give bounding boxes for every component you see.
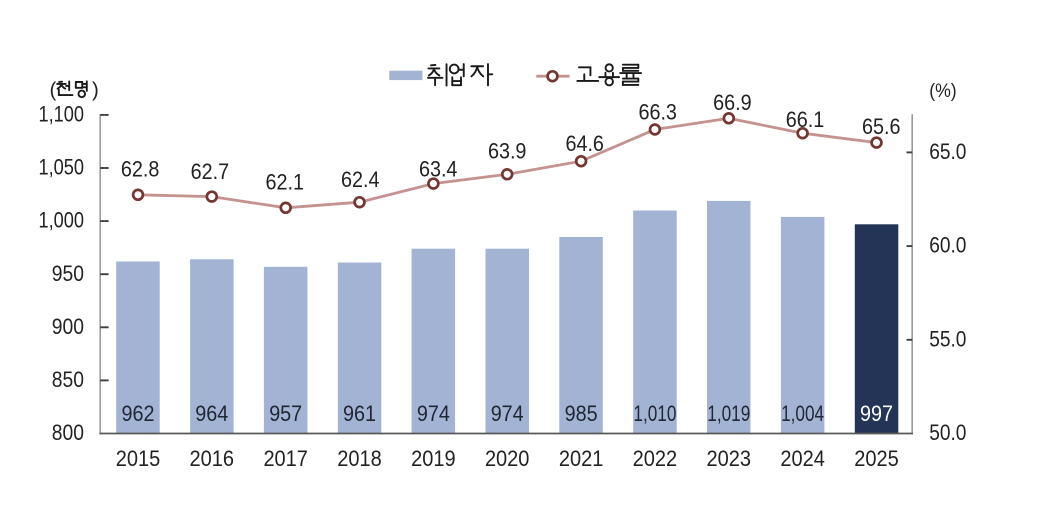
svg-text:62.4: 62.4 — [341, 167, 380, 192]
svg-text:985: 985 — [565, 401, 598, 426]
svg-text:950: 950 — [52, 261, 84, 286]
svg-text:2022: 2022 — [633, 446, 678, 471]
svg-text:2023: 2023 — [707, 446, 752, 471]
svg-text:): ) — [92, 79, 99, 102]
svg-text:1,000: 1,000 — [39, 208, 85, 233]
svg-text:(: ( — [50, 79, 57, 102]
svg-text:2025: 2025 — [854, 446, 899, 471]
svg-text:2017: 2017 — [263, 446, 308, 471]
svg-text:850: 850 — [52, 367, 84, 392]
svg-text:66.3: 66.3 — [638, 99, 677, 124]
svg-text:800: 800 — [52, 420, 84, 445]
svg-text:62.7: 62.7 — [191, 159, 230, 184]
svg-text:961: 961 — [343, 401, 376, 426]
svg-text:974: 974 — [417, 401, 450, 426]
svg-text:962: 962 — [122, 401, 155, 426]
svg-text:63.4: 63.4 — [419, 157, 458, 182]
svg-text:974: 974 — [491, 401, 524, 426]
svg-text:957: 957 — [269, 401, 302, 426]
svg-text:(%): (%) — [929, 80, 957, 102]
svg-text:2024: 2024 — [780, 446, 825, 471]
svg-text:63.9: 63.9 — [488, 138, 527, 163]
svg-text:1,050: 1,050 — [39, 155, 85, 180]
svg-text:60.0: 60.0 — [929, 233, 966, 258]
svg-text:900: 900 — [52, 314, 84, 339]
svg-text:2018: 2018 — [337, 446, 382, 471]
svg-text:62.1: 62.1 — [266, 169, 305, 194]
svg-text:50.0: 50.0 — [929, 420, 966, 445]
svg-text:2019: 2019 — [411, 446, 456, 471]
svg-text:65.6: 65.6 — [862, 114, 901, 139]
svg-text:1,010: 1,010 — [633, 401, 676, 426]
svg-text:2021: 2021 — [559, 446, 604, 471]
svg-text:2020: 2020 — [485, 446, 530, 471]
svg-text:62.8: 62.8 — [121, 156, 160, 181]
svg-text:64.6: 64.6 — [565, 131, 604, 156]
svg-text:65.0: 65.0 — [929, 139, 966, 164]
svg-text:66.9: 66.9 — [713, 90, 752, 115]
svg-text:2015: 2015 — [116, 446, 161, 471]
svg-text:1,004: 1,004 — [781, 401, 824, 426]
svg-text:964: 964 — [195, 401, 228, 426]
svg-text:997: 997 — [860, 401, 893, 426]
svg-text:66.1: 66.1 — [786, 107, 825, 132]
svg-text:2016: 2016 — [190, 446, 235, 471]
svg-text:55.0: 55.0 — [929, 326, 966, 351]
svg-text:1,100: 1,100 — [39, 102, 85, 127]
svg-text:1,019: 1,019 — [707, 401, 750, 426]
